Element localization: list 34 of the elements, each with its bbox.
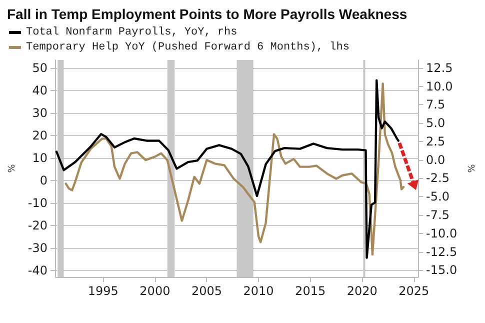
y2-tick-label: 10.0 [426, 79, 453, 94]
y-axis-title: % [8, 164, 18, 173]
y-tick-label: 20 [32, 128, 48, 142]
y-tick-label: -10 [28, 196, 48, 210]
chart-title: Fall in Temp Employment Points to More Payrolls Weakness [7, 6, 408, 22]
y-tick-label: -40 [28, 263, 48, 278]
y2-tick-label: -5.0 [426, 190, 450, 204]
x-tick-label: 2000 [140, 284, 170, 298]
y2-tick-label: -10.0 [426, 226, 458, 240]
legend-label: Temporary Help YoY (Pushed Forward 6 Months), lhs [26, 42, 350, 54]
y-tick-label: 40 [32, 83, 48, 98]
y-tick-label: 50 [32, 60, 48, 75]
x-tick-label: 2010 [243, 284, 274, 298]
y2-tick-label: -15.0 [426, 263, 458, 278]
x-tick-label: 1995 [88, 284, 118, 298]
y2-tick-label: 7.5 [426, 98, 446, 112]
y-tick-label: -20 [28, 218, 48, 232]
y-tick-label: 0 [40, 173, 48, 188]
x-tick-label: 2005 [191, 284, 222, 298]
y-tick-label: 10 [32, 150, 48, 165]
y2-tick-label: 2.5 [426, 134, 446, 148]
y2-tick-label: -7.5 [426, 208, 450, 222]
x-tick-label: 2025 [398, 284, 430, 298]
legend-label: Total Nonfarm Payrolls, YoY, rhs [26, 26, 238, 38]
y2-tick-label: 12.5 [426, 60, 453, 75]
y2-tick-label: 0.0 [426, 152, 446, 167]
y2-tick-label: 5.0 [426, 116, 446, 130]
y2-tick-label: -2.5 [426, 171, 450, 186]
x-tick-label: 2020 [346, 284, 378, 298]
y-tick-label: -30 [28, 240, 48, 255]
y2-tick-label: -12.5 [426, 244, 458, 259]
y-tick-label: 30 [32, 106, 48, 120]
y2-axis-title: % [468, 164, 478, 173]
x-tick-label: 2015 [295, 284, 326, 298]
